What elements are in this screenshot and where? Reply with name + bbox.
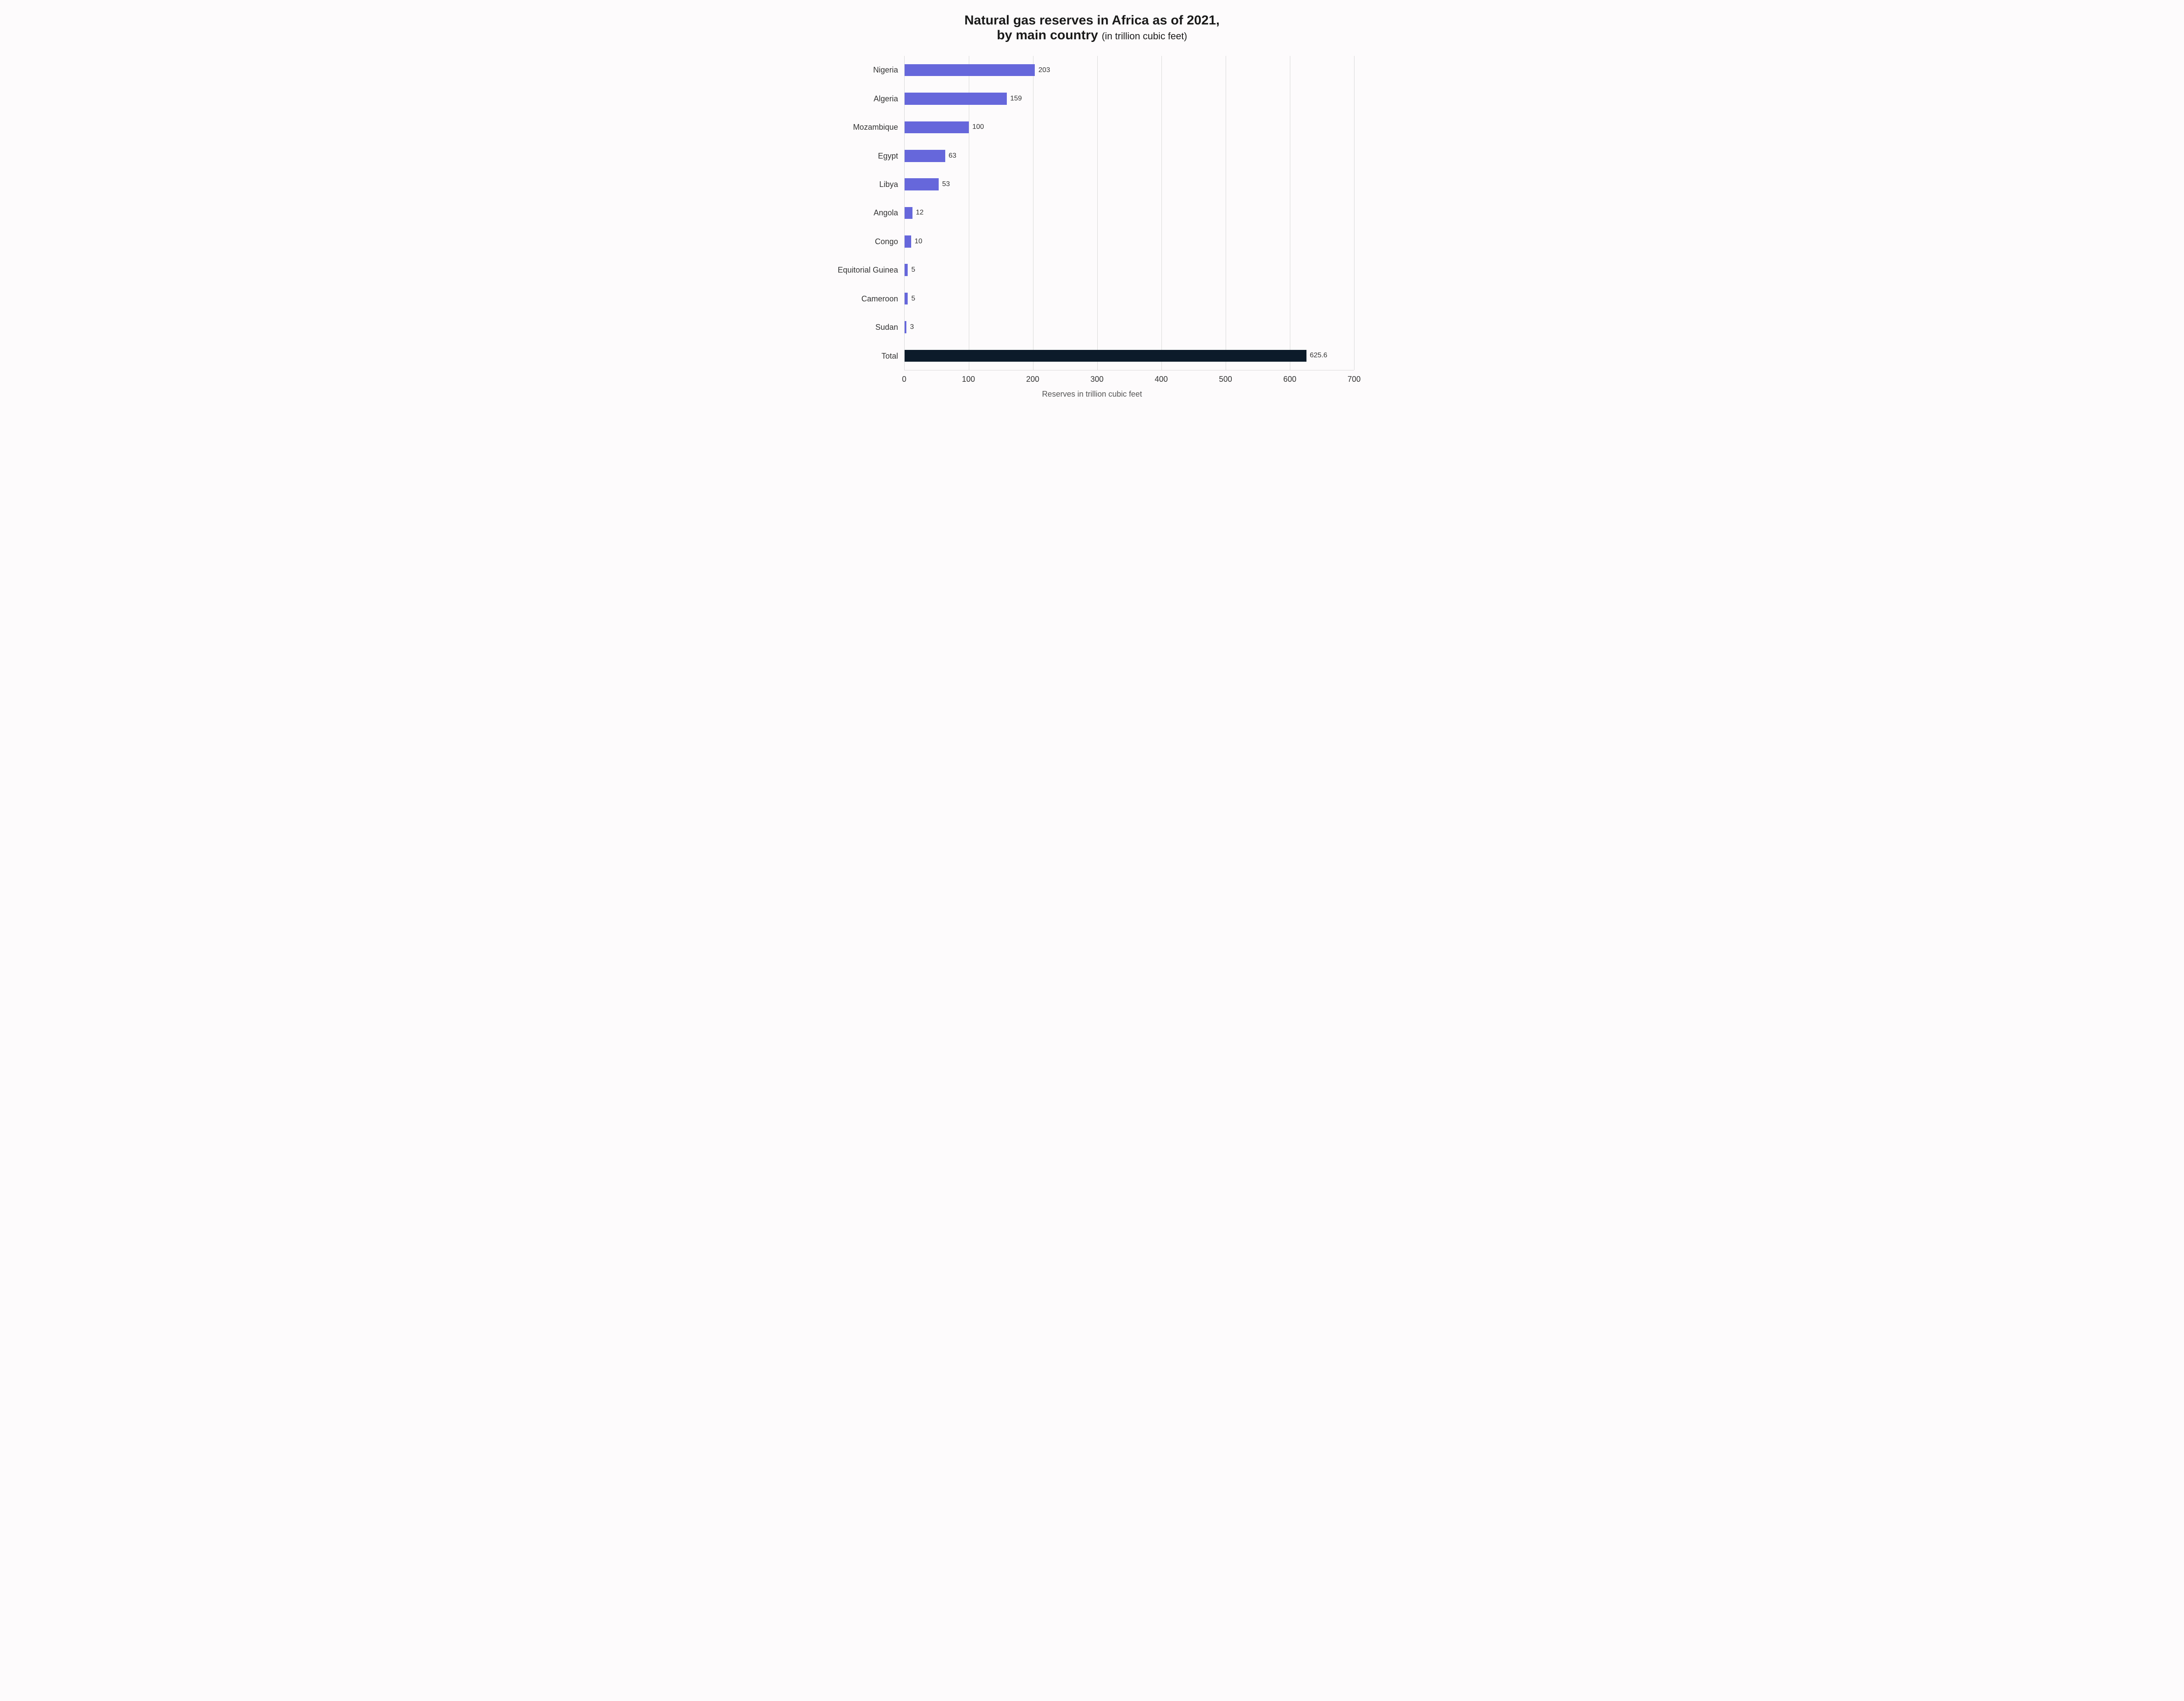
bar-slot: 5	[905, 256, 1354, 284]
bar-slot: 12	[905, 199, 1354, 227]
bar-value-label: 5	[911, 295, 915, 303]
chart-container: Natural gas reserves in Africa as of 202…	[821, 0, 1363, 416]
bar-value-label: 625.6	[1310, 352, 1327, 360]
bar-value-label: 3	[910, 323, 914, 331]
y-axis-label: Nigeria	[830, 56, 898, 84]
y-axis-label: Egypt	[830, 142, 898, 170]
y-axis-label: Algeria	[830, 84, 898, 113]
bar	[905, 235, 911, 247]
bar-value-label: 12	[916, 209, 924, 217]
bar	[905, 178, 939, 190]
x-axis-tick: 300	[1090, 375, 1103, 384]
x-axis-tick: 0	[902, 375, 906, 384]
y-axis-label: Cameroon	[830, 285, 898, 313]
bar-slot: 3	[905, 313, 1354, 341]
bar	[905, 121, 969, 133]
chart-title-line1: Natural gas reserves in Africa as of 202…	[964, 13, 1220, 28]
bar	[905, 64, 1035, 76]
x-axis-tick: 700	[1348, 375, 1361, 384]
y-axis-label: Libya	[830, 170, 898, 199]
chart-title: Natural gas reserves in Africa as of 202…	[830, 13, 1354, 43]
bar-slot: 5	[905, 284, 1354, 313]
plot-area: 20315910063531210553625.6	[904, 56, 1354, 370]
bar	[905, 350, 1306, 362]
y-axis-label: Congo	[830, 228, 898, 256]
chart-subtitle: (in trillion cubic feet)	[1102, 31, 1187, 41]
bar-value-label: 53	[942, 180, 950, 188]
bar-value-label: 203	[1038, 66, 1050, 74]
chart-title-line2: by main country	[997, 28, 1098, 42]
x-axis-tick: 500	[1219, 375, 1232, 384]
bar-slot: 63	[905, 142, 1354, 170]
bar-slot: 625.6	[905, 342, 1354, 370]
bar-value-label: 100	[972, 123, 984, 131]
bar-slot: 159	[905, 84, 1354, 113]
x-axis-tick: 200	[1026, 375, 1039, 384]
bar-slot: 53	[905, 170, 1354, 198]
bar	[905, 93, 1007, 104]
y-axis-label: Sudan	[830, 313, 898, 342]
bar-slot: 100	[905, 113, 1354, 142]
y-axis-label: Equitorial Guinea	[830, 256, 898, 284]
bar	[905, 207, 912, 219]
bar-slot: 203	[905, 56, 1354, 84]
y-axis-label: Mozambique	[830, 113, 898, 142]
gridline	[1354, 56, 1355, 370]
x-axis-ticks: 0100200300400500600700	[904, 370, 1354, 384]
x-axis-row: 0100200300400500600700	[830, 370, 1354, 384]
bar-value-label: 159	[1010, 95, 1022, 103]
x-axis-tick: 100	[962, 375, 975, 384]
bars-layer: 20315910063531210553625.6	[905, 56, 1354, 370]
bar-value-label: 5	[911, 266, 915, 274]
bar	[905, 321, 906, 333]
y-axis-labels: NigeriaAlgeriaMozambiqueEgyptLibyaAngola…	[830, 56, 904, 370]
bar	[905, 264, 908, 276]
plot-row: NigeriaAlgeriaMozambiqueEgyptLibyaAngola…	[830, 56, 1354, 370]
x-axis-title: Reserves in trillion cubic feet	[830, 390, 1354, 399]
y-axis-label: Angola	[830, 199, 898, 227]
bar	[905, 150, 945, 162]
bar	[905, 293, 908, 304]
bar-value-label: 10	[915, 238, 923, 245]
x-axis-tick: 400	[1155, 375, 1168, 384]
bar-value-label: 63	[949, 152, 957, 160]
chart-area: NigeriaAlgeriaMozambiqueEgyptLibyaAngola…	[830, 56, 1354, 399]
x-axis-tick: 600	[1283, 375, 1296, 384]
bar-slot: 10	[905, 227, 1354, 256]
y-axis-label: Total	[830, 342, 898, 370]
